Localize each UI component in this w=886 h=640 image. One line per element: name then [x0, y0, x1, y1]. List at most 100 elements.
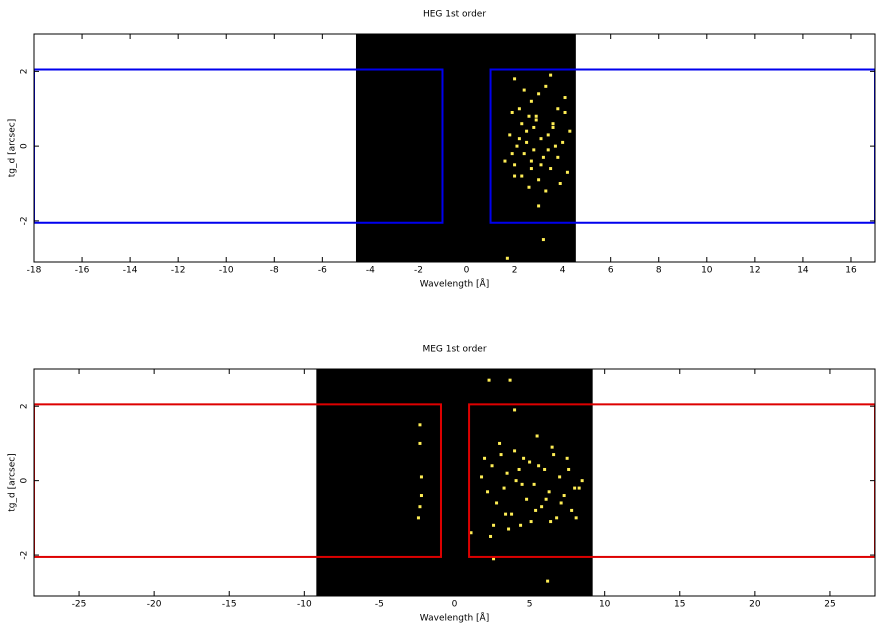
- event: [525, 497, 529, 501]
- x-tick-label: 6: [608, 266, 614, 276]
- event: [565, 170, 569, 174]
- event: [517, 107, 521, 111]
- chart-title: HEG 1st order: [423, 10, 486, 20]
- x-tick-label: -6: [318, 266, 327, 276]
- event: [528, 460, 532, 464]
- event: [508, 133, 512, 137]
- event: [537, 464, 541, 468]
- event: [499, 453, 503, 457]
- event: [541, 238, 545, 242]
- event: [541, 155, 545, 159]
- event: [580, 479, 584, 483]
- x-tick-label: 10: [599, 600, 611, 610]
- event: [537, 178, 541, 182]
- x-tick-label: 25: [824, 600, 835, 610]
- event: [563, 96, 567, 100]
- event: [522, 456, 526, 460]
- event: [513, 174, 517, 178]
- event: [558, 475, 562, 479]
- event: [546, 579, 550, 583]
- x-tick-label: -8: [270, 266, 279, 276]
- x-tick-label: -16: [75, 266, 90, 276]
- event: [544, 84, 548, 88]
- event: [418, 423, 422, 427]
- event: [517, 137, 521, 141]
- event: [510, 152, 514, 156]
- event: [525, 140, 529, 144]
- y-tick-label: -2: [20, 551, 30, 560]
- event: [520, 122, 524, 126]
- event: [562, 494, 566, 498]
- event: [550, 445, 554, 449]
- x-tick-label: -10: [219, 266, 234, 276]
- event: [549, 520, 553, 524]
- event: [552, 453, 556, 457]
- event: [539, 163, 543, 167]
- event: [553, 144, 557, 148]
- event: [517, 467, 521, 471]
- x-tick-label: -15: [222, 600, 237, 610]
- event: [490, 464, 494, 468]
- event: [527, 114, 531, 118]
- event: [519, 523, 523, 527]
- x-tick-label: 15: [674, 600, 685, 610]
- event: [537, 92, 541, 96]
- event: [551, 122, 555, 126]
- region: [34, 68, 444, 224]
- image: [355, 34, 576, 262]
- event: [556, 155, 560, 159]
- x-tick-label: 16: [845, 266, 857, 276]
- x-tick-label: 20: [749, 600, 761, 610]
- x-tick-label: 2: [512, 266, 518, 276]
- event: [543, 467, 547, 471]
- event: [561, 140, 565, 144]
- x-tick-label: 14: [797, 266, 809, 276]
- event: [535, 434, 539, 438]
- event: [419, 475, 423, 479]
- event: [534, 118, 538, 122]
- y-axis-label: tg_d [arcsec]: [8, 119, 18, 177]
- event: [520, 482, 524, 486]
- event: [532, 125, 536, 129]
- region: [468, 403, 875, 558]
- event: [547, 490, 551, 494]
- event: [529, 167, 533, 171]
- event: [510, 110, 514, 114]
- x-tick-label: 0: [452, 600, 458, 610]
- event: [529, 159, 533, 163]
- event: [492, 557, 496, 561]
- event: [573, 486, 577, 490]
- event: [532, 148, 536, 152]
- event: [529, 520, 533, 524]
- event: [486, 490, 490, 494]
- event: [556, 107, 560, 111]
- x-tick-label: -5: [375, 600, 384, 610]
- plot-area: [34, 369, 875, 596]
- event: [480, 475, 484, 479]
- region: [489, 68, 875, 224]
- y-tick-label: 0: [20, 478, 30, 484]
- event: [513, 77, 517, 81]
- x-tick-label: 5: [527, 600, 533, 610]
- event: [565, 456, 569, 460]
- event: [489, 534, 493, 538]
- y-axis-label: tg_d [arcsec]: [8, 453, 18, 511]
- event: [539, 137, 543, 141]
- event: [534, 508, 538, 512]
- x-axis-label: Wavelength [Å]: [420, 612, 489, 624]
- x-tick-label: -4: [366, 266, 375, 276]
- event: [529, 99, 533, 103]
- event: [492, 523, 496, 527]
- event: [537, 204, 541, 208]
- x-tick-label: -20: [147, 600, 162, 610]
- event: [568, 129, 572, 133]
- event: [540, 505, 544, 509]
- event: [525, 129, 529, 133]
- x-tick-label: -18: [27, 266, 42, 276]
- x-tick-label: -25: [72, 600, 87, 610]
- event: [508, 378, 512, 382]
- x-tick-label: -2: [414, 266, 423, 276]
- plot-area: [34, 34, 875, 262]
- x-tick-label: 12: [749, 266, 760, 276]
- x-tick-label: 10: [701, 266, 713, 276]
